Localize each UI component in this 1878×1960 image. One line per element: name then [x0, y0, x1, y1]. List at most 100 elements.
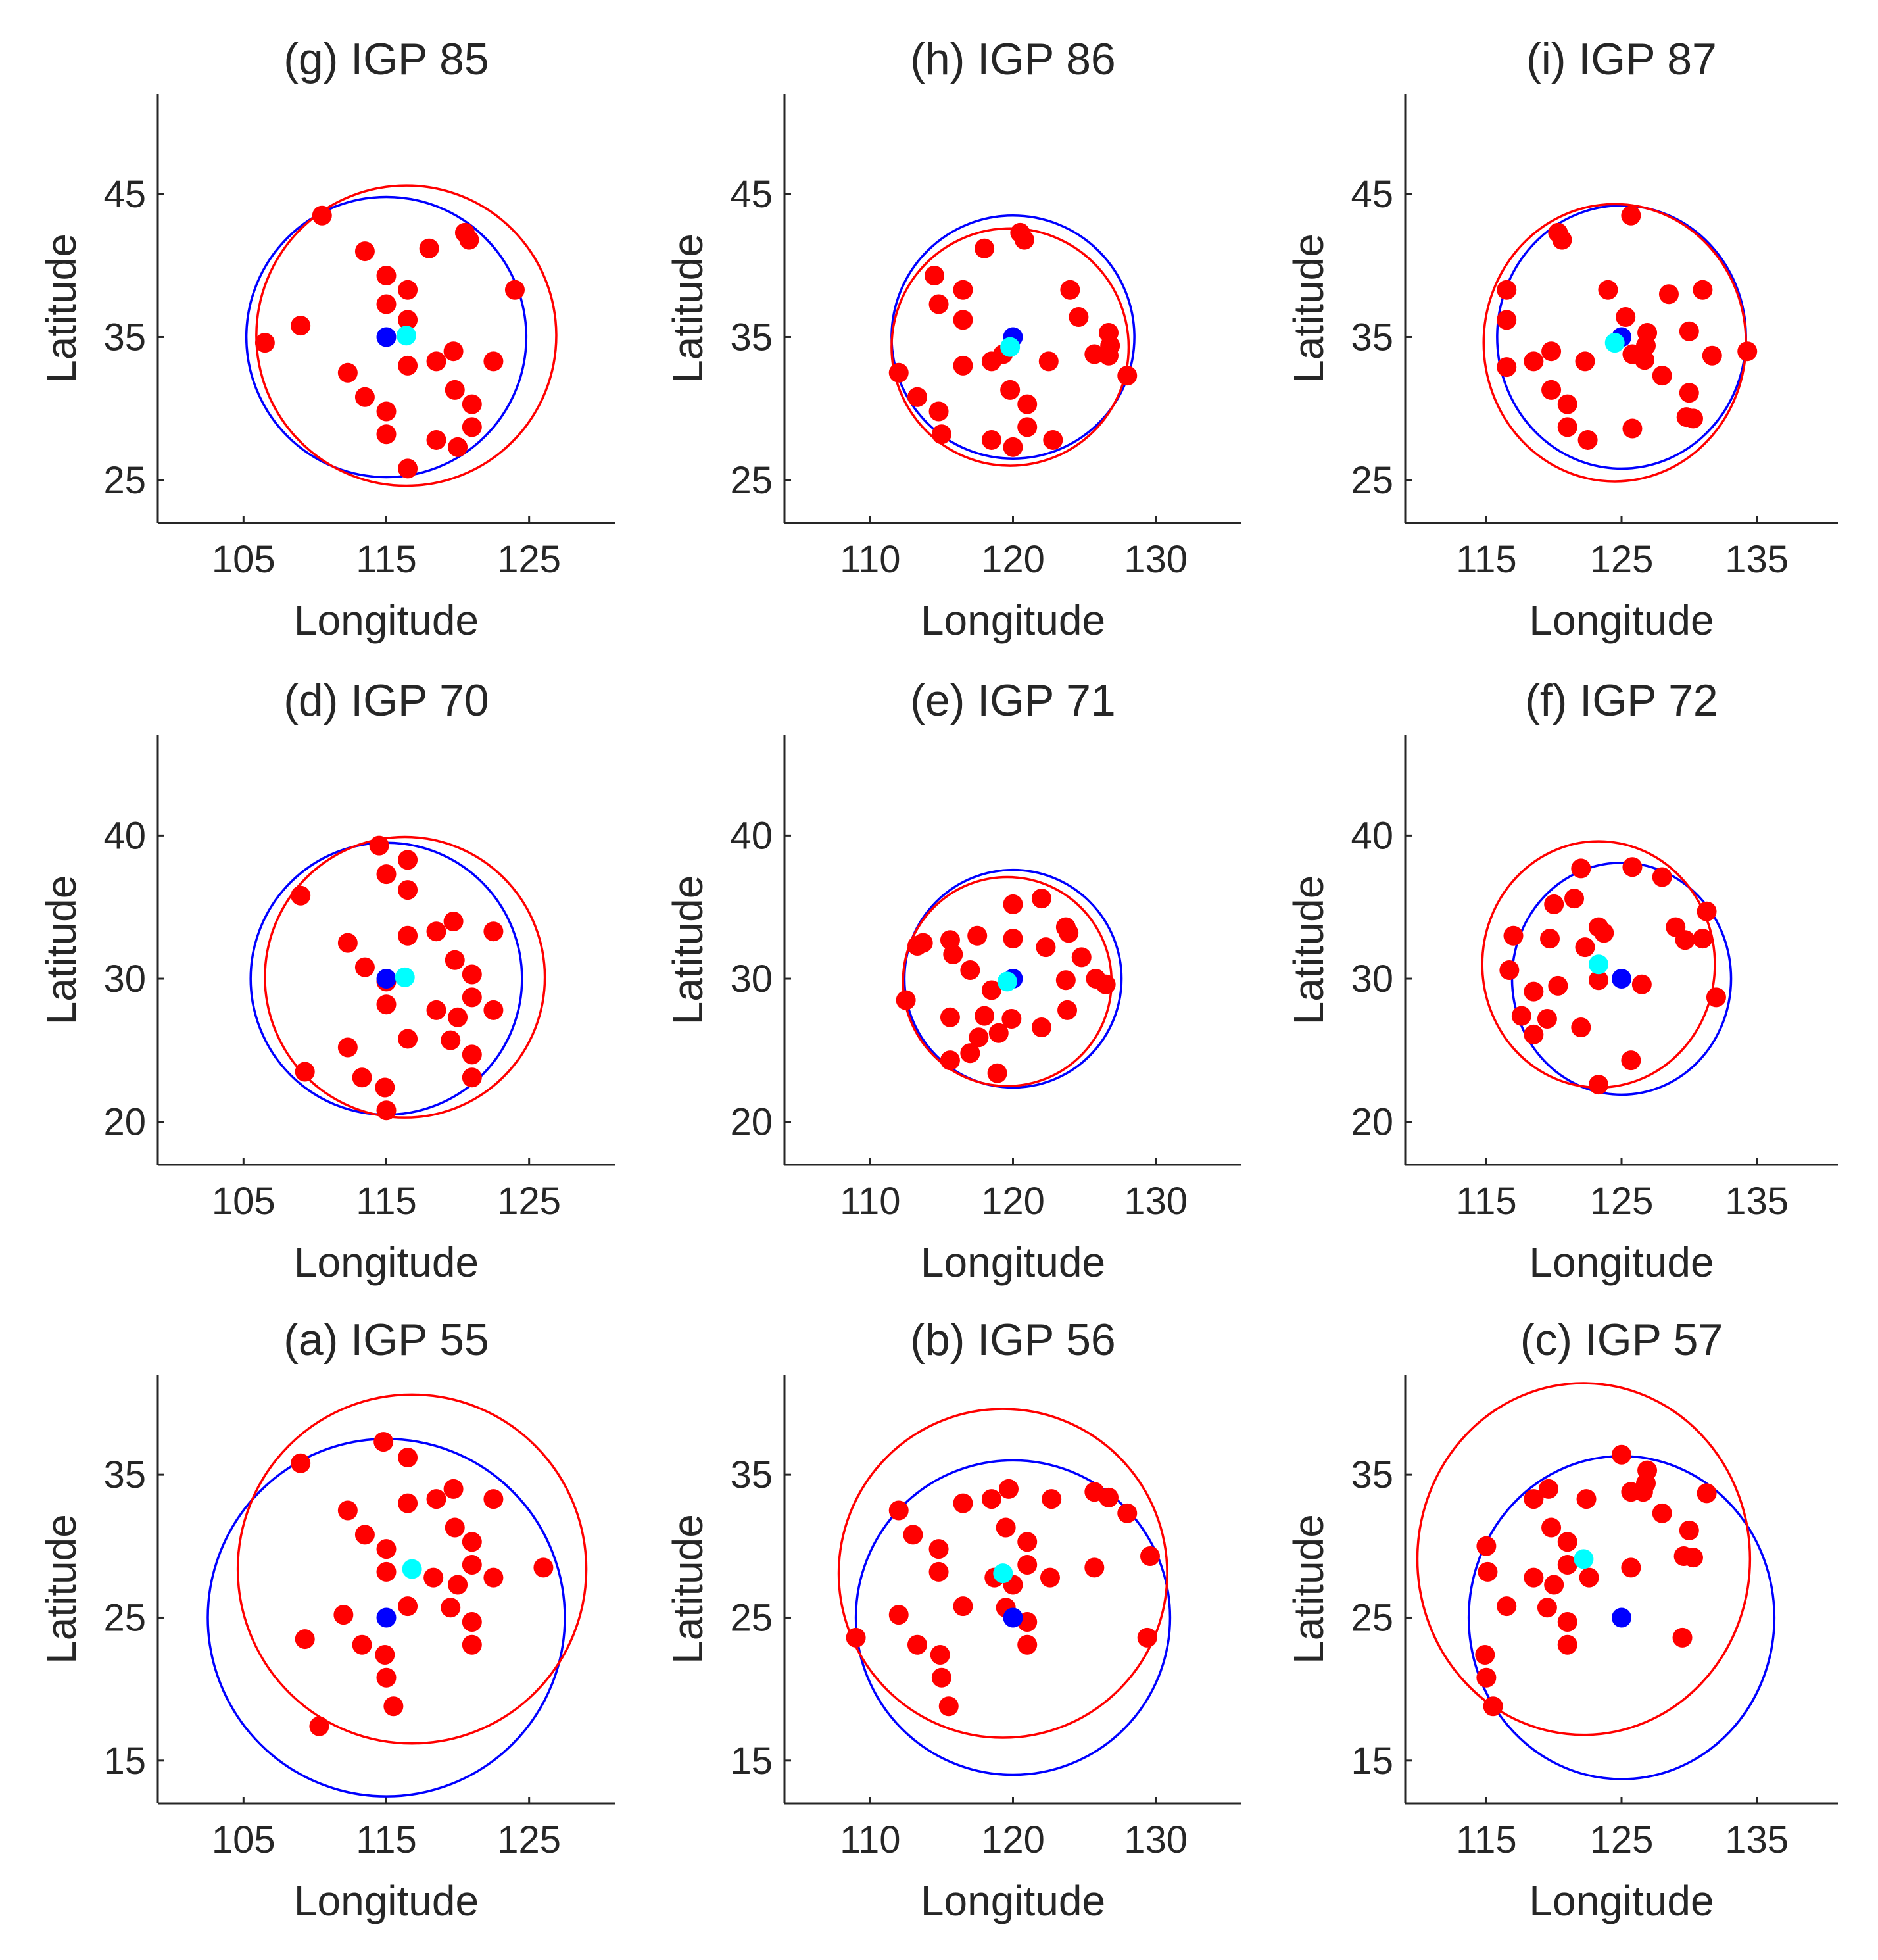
data-point	[1557, 394, 1577, 414]
data-point	[1003, 437, 1023, 457]
data-point	[1031, 889, 1051, 909]
data-point	[940, 1050, 960, 1071]
data-point	[462, 1611, 482, 1632]
data-point	[1621, 1482, 1641, 1502]
data-point	[1499, 960, 1520, 980]
y-axis-label: Latitude	[1285, 1514, 1332, 1664]
data-point	[483, 1000, 504, 1020]
centroid-point	[395, 967, 415, 987]
data-point	[376, 1100, 397, 1121]
data-point	[1631, 974, 1652, 994]
data-point	[1537, 1008, 1557, 1029]
data-point	[1001, 1008, 1022, 1029]
x-tick-label: 130	[1124, 1819, 1188, 1861]
data-point	[846, 1627, 866, 1648]
data-point	[1652, 867, 1672, 887]
data-point	[1594, 923, 1614, 943]
data-point	[907, 387, 927, 407]
y-tick-label: 25	[103, 459, 146, 502]
data-point	[426, 921, 446, 942]
data-point	[960, 1043, 980, 1064]
x-tick-label: 115	[356, 1819, 416, 1861]
data-point	[1622, 857, 1643, 877]
panel-title: (g) IGP 85	[283, 34, 489, 84]
panel-title: (d) IGP 70	[283, 675, 489, 725]
data-point	[1652, 366, 1672, 386]
x-tick-label: 115	[356, 538, 416, 581]
data-point	[1497, 357, 1517, 378]
data-point	[960, 960, 980, 980]
data-point	[953, 280, 973, 300]
y-axis-label: Latitude	[664, 233, 711, 383]
data-point	[398, 925, 418, 946]
data-point	[373, 1432, 394, 1452]
y-tick-label: 30	[103, 958, 146, 1000]
data-point	[1672, 1627, 1693, 1648]
data-point	[1541, 380, 1562, 400]
data-point	[426, 429, 446, 450]
x-tick-label: 125	[1590, 1819, 1654, 1861]
data-point	[445, 1517, 465, 1538]
data-point	[1071, 947, 1092, 968]
data-point	[896, 990, 916, 1010]
data-point	[1003, 929, 1023, 949]
data-point	[1476, 1667, 1497, 1688]
data-point	[1099, 1487, 1119, 1507]
data-point	[448, 437, 468, 457]
x-tick-label: 105	[212, 1819, 276, 1861]
data-point	[445, 380, 465, 400]
blue-circle	[245, 195, 528, 479]
data-point	[383, 1696, 404, 1717]
data-point	[337, 933, 358, 953]
data-point	[987, 1063, 1007, 1083]
data-point	[423, 1567, 444, 1588]
data-point	[988, 1023, 1009, 1043]
data-point	[295, 1062, 315, 1082]
data-point	[888, 1500, 909, 1521]
data-point	[1042, 1489, 1062, 1509]
data-point	[398, 1029, 418, 1049]
x-tick-label: 125	[1590, 1180, 1654, 1223]
data-point	[445, 950, 465, 970]
data-point	[981, 429, 1001, 450]
data-point	[1575, 937, 1595, 958]
y-tick-label: 35	[103, 1454, 146, 1496]
igp-point	[1612, 1607, 1631, 1628]
data-point	[1679, 321, 1699, 341]
data-point	[295, 1629, 315, 1650]
data-point	[1524, 981, 1544, 1002]
panel-5: 115 125 135 20 30 40 Longitude Latitude (f) IGP …	[1285, 675, 1838, 1286]
data-point	[309, 1716, 329, 1736]
data-point	[398, 1596, 418, 1617]
data-point	[398, 310, 418, 330]
data-point	[1017, 1634, 1038, 1655]
data-point	[462, 987, 482, 1008]
data-point	[1117, 1503, 1138, 1523]
data-point	[1652, 1503, 1672, 1523]
x-axis-label: Longitude	[294, 1238, 479, 1286]
panel-6: 105 115 125 15 25 35 Longitude Latitude (a) IGP …	[37, 1315, 615, 1924]
data-point	[504, 280, 525, 300]
data-point	[533, 1557, 554, 1578]
data-point	[1634, 350, 1654, 370]
data-point	[1621, 1050, 1641, 1071]
data-point	[462, 1044, 482, 1065]
x-tick-label: 115	[1456, 1819, 1516, 1861]
data-point	[376, 401, 397, 422]
data-point	[1679, 1520, 1699, 1540]
data-point	[1038, 351, 1059, 372]
x-tick-label: 125	[497, 1819, 561, 1861]
data-point	[930, 1644, 950, 1665]
x-tick-label: 110	[840, 1180, 900, 1223]
data-point	[426, 1489, 446, 1509]
y-tick-label: 45	[103, 173, 146, 216]
y-axis-label: Latitude	[664, 875, 711, 1025]
data-point	[462, 1067, 482, 1088]
data-point	[1571, 1017, 1591, 1038]
data-point	[398, 880, 418, 900]
data-point	[1693, 929, 1713, 949]
x-tick-label: 135	[1725, 1180, 1789, 1223]
y-tick-label: 40	[1351, 814, 1393, 857]
data-point	[1040, 1567, 1060, 1588]
x-tick-label: 120	[981, 538, 1045, 581]
